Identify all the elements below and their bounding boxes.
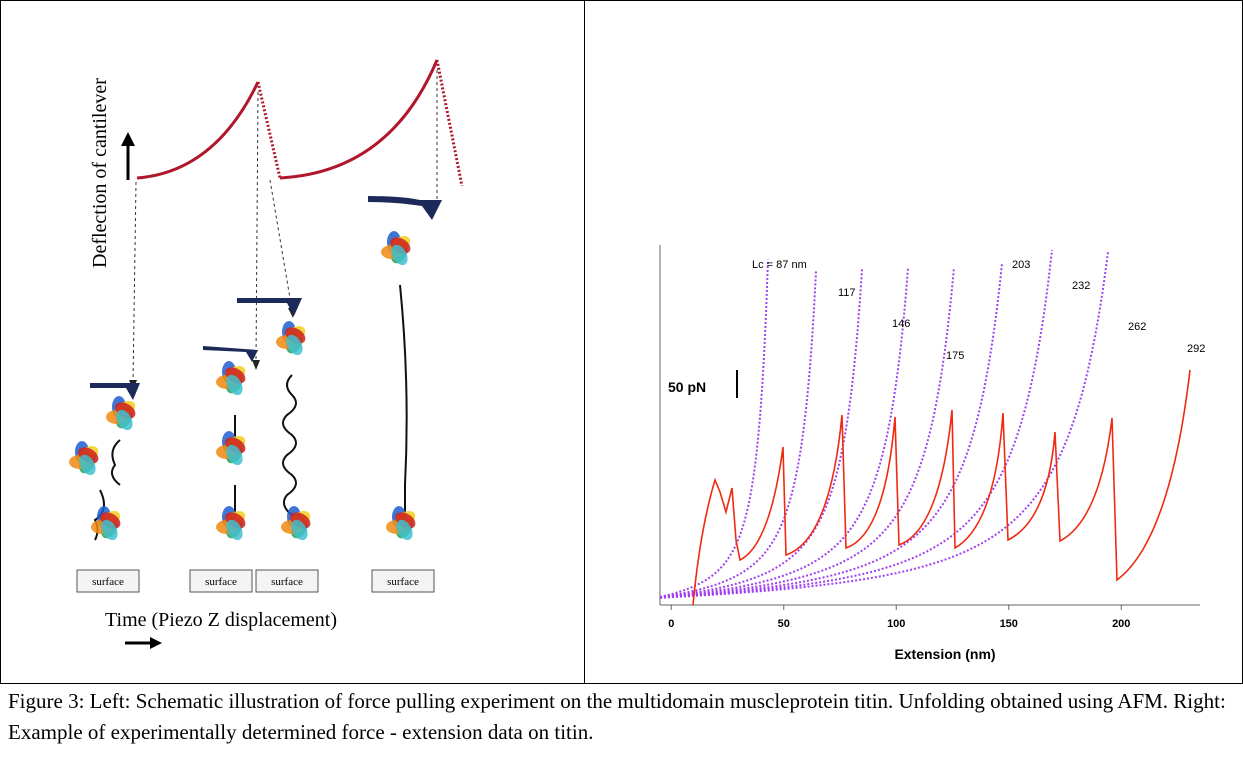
proteins: [69, 231, 416, 541]
wlc-fit: [659, 259, 769, 598]
contour-label: 117: [838, 287, 856, 299]
contour-label: 175: [946, 350, 964, 362]
protein-domain: [286, 334, 303, 356]
protein-domain: [79, 454, 96, 476]
protein-domain: [226, 374, 243, 396]
wlc-fit: [659, 271, 817, 599]
deflection-drop: [256, 59, 464, 187]
wlc-fit: [659, 267, 955, 599]
surface-box: [255, 569, 319, 593]
contour-label: 292: [1187, 343, 1205, 355]
table-border: [0, 0, 1243, 684]
contour-label: 203: [1012, 259, 1030, 271]
x-tick-label: 150: [1000, 618, 1018, 630]
surface-label: surface: [271, 576, 303, 588]
wlc-fit: [659, 263, 1003, 599]
x-axis-label: Extension (nm): [894, 646, 995, 662]
arrow-heads: [129, 200, 441, 390]
wlc-fit: [659, 268, 909, 599]
surface-label: surface: [387, 576, 419, 588]
deflection-trace: [136, 59, 439, 180]
guide-arrows: [132, 70, 438, 383]
figure: Deflection of cantilever Time (Piezo Z d…: [0, 0, 1243, 684]
chains: [93, 284, 408, 541]
surface-label: surface: [92, 576, 124, 588]
x-tick-label: 200: [1112, 618, 1130, 630]
protein-domain: [291, 519, 308, 541]
protein-domain: [391, 244, 408, 266]
surfaces: surface surface surface surface: [76, 569, 435, 593]
surface-box: [371, 569, 435, 593]
contour-label: 262: [1128, 321, 1146, 333]
protein-domain: [226, 444, 243, 466]
surface-box: [189, 569, 253, 593]
wlc-fit: [659, 249, 1053, 599]
contour-label: Lc = 87 nm: [752, 259, 807, 271]
contour-label: 232: [1072, 280, 1090, 292]
y-axis-label: Deflection of cantilever: [89, 78, 111, 268]
arrow-head: [121, 132, 135, 146]
x-axis-label: Time (Piezo Z displacement): [105, 609, 337, 631]
protein-domain: [396, 519, 413, 541]
wlc-fits: [659, 249, 1109, 599]
force-trace: [692, 369, 1191, 606]
scale-label: 50 pN: [668, 379, 706, 395]
protein-domain: [116, 409, 133, 431]
protein-domain: [101, 519, 118, 541]
contour-label: 146: [892, 318, 910, 330]
wlc-fit: [659, 251, 1109, 599]
surface-box: [76, 569, 140, 593]
x-tick-label: 50: [778, 618, 790, 630]
protein-domain: [226, 519, 243, 541]
surface-label: surface: [205, 576, 237, 588]
arrow-head: [150, 637, 162, 649]
caption: Figure 3: Left: Schematic illustration o…: [8, 689, 1226, 744]
x-tick-label: 100: [887, 618, 905, 630]
cantilevers: [90, 196, 442, 400]
x-tick-label: 0: [668, 618, 674, 630]
